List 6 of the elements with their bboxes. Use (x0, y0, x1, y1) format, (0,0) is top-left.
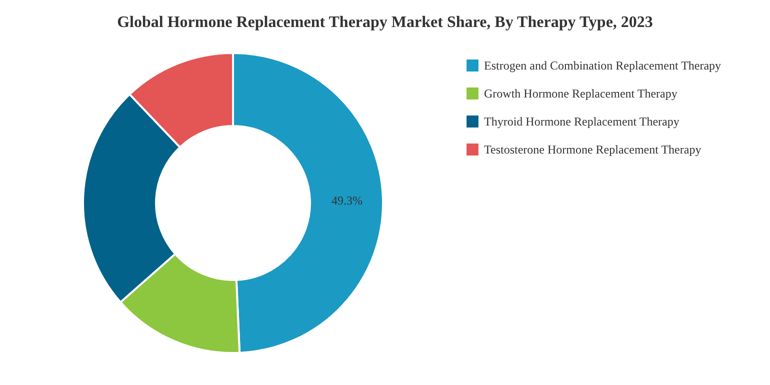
data-label: 49.3% (331, 193, 362, 208)
legend-label: Estrogen and Combination Replacement Therapy (484, 58, 722, 72)
chart-title: Global Hormone Replacement Therapy Market Share, By Therapy Type, 2023 (117, 14, 653, 31)
legend-label: Testosterone Hormone Replacement Therapy (484, 142, 702, 156)
legend-label: Growth Hormone Replacement Therapy (484, 86, 678, 100)
legend-label: Thyroid Hormone Replacement Therapy (484, 114, 680, 128)
